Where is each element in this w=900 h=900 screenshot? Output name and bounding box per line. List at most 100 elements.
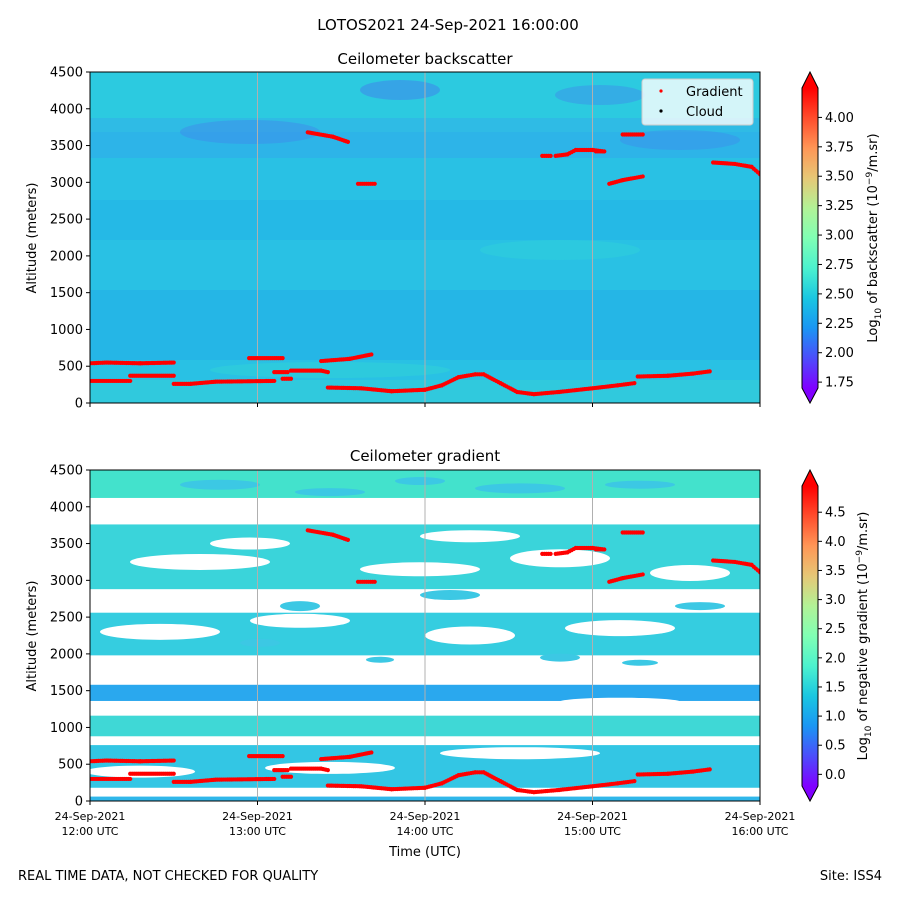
backscatter-colorbar: 1.75 2.00 2.25 2.50 2.75 3.00 3.25 3.50 3.75 4.00… [801, 70, 884, 405]
gradient-gap [440, 747, 600, 760]
gradient-gap [265, 761, 395, 774]
x-tick-date: 24-Sep-2021 [390, 810, 461, 823]
backscatter-gradient-points [90, 130, 760, 397]
colorbar-tick-label: 2.50 [825, 287, 854, 302]
x-tick-time: 16:00 UTC [731, 825, 788, 838]
gradient-blob [295, 488, 365, 497]
gradient-point [707, 369, 712, 374]
legend-cloud-label: Cloud [686, 105, 723, 120]
legend: Gradient Cloud [641, 78, 754, 126]
footer-quality-note: REAL TIME DATA, NOT CHECKED FOR QUALITY [18, 869, 319, 884]
gradient-point [325, 370, 330, 375]
gradient-gap [425, 626, 515, 645]
gradient-colorbar-ticks: 0.0 0.5 1.0 1.5 2.0 2.5 3.0 3.5 4.0 4.5 [818, 506, 846, 783]
colorbar-tick-label: 3.75 [825, 140, 854, 155]
gradient-blob [675, 602, 725, 611]
colorbar-tick-label: 4.00 [825, 111, 854, 126]
gradient-gap [360, 562, 480, 577]
colorbar-tick-label: 3.25 [825, 199, 854, 214]
y-tick-label: 0 [75, 397, 83, 412]
x-tick-time: 12:00 UTC [61, 825, 118, 838]
colorbar-tick-label: 3.00 [825, 229, 854, 244]
gradient-point [171, 373, 176, 378]
backscatter-colorbar-ticks: 1.75 2.00 2.25 2.50 2.75 3.00 3.25 3.50 3.75 4.00 [818, 111, 854, 391]
gradient-colorbar-label: Log10 of negative gradient (10−9/m.sr) [855, 512, 874, 761]
gradient-gap [560, 697, 680, 706]
gradient-hour-gridlines [257, 470, 593, 801]
colorbar-tick-label: 3.5 [825, 564, 846, 579]
gradient-point [345, 537, 351, 542]
gradient-colorbar: 0.0 0.5 1.0 1.5 2.0 2.5 3.0 3.5 4.0 4.5 Log10 of … [801, 468, 874, 803]
gradient-point [602, 149, 607, 154]
gradient-blob [180, 479, 260, 490]
colorbar-tick-label: 2.0 [825, 651, 846, 666]
y-tick-label: 4000 [50, 102, 83, 117]
gradient-point [285, 768, 290, 773]
gradient-blob [395, 477, 445, 486]
legend-box [641, 78, 754, 126]
x-tick-date: 24-Sep-2021 [557, 810, 628, 823]
gradient-point [171, 758, 176, 763]
x-tick-time: 15:00 UTC [564, 825, 621, 838]
backscatter-colorbar-label: Log10 of backscatter (10−9/m.sr) [865, 133, 884, 342]
backscatter-panel: Ceilometer backscatter 0 500 1000 1500 2000 2… [25, 50, 884, 412]
gradient-point [640, 132, 645, 137]
gradient-point [602, 547, 607, 552]
x-tick-date: 24-Sep-2021 [55, 810, 126, 823]
y-tick-label: 1500 [50, 286, 83, 301]
backscatter-ylabel: Altitude (meters) [25, 183, 40, 294]
y-tick-label: 500 [58, 758, 83, 773]
gradient-point [369, 750, 374, 755]
figure-suptitle: LOTOS2021 24-Sep-2021 16:00:00 [317, 16, 579, 34]
gradient-blob [540, 653, 580, 662]
gradient-gap [565, 620, 675, 637]
gradient-point [171, 360, 176, 365]
backscatter-hour-gridlines [257, 72, 593, 403]
gradient-point [128, 776, 133, 782]
y-tick-label: 2000 [50, 249, 83, 264]
backscatter-y-ticks: 0 500 1000 1500 2000 2500 3000 3500 4000 4500 [50, 66, 90, 412]
gradient-ylabel: Altitude (meters) [25, 581, 40, 692]
gradient-gap [540, 594, 660, 611]
gradient-point [288, 774, 294, 779]
gradient-title: Ceilometer gradient [350, 447, 500, 465]
legend-gradient-label: Gradient [686, 85, 743, 100]
colorbar-tick-label: 3.0 [825, 593, 846, 608]
footer-site: Site: ISS4 [819, 869, 882, 884]
gradient-point [280, 356, 285, 361]
gradient-blob [366, 656, 394, 663]
gradient-blob [280, 601, 320, 612]
y-tick-label: 3500 [50, 537, 83, 552]
colorbar-tick-label: 2.00 [825, 346, 854, 361]
backscatter-title: Ceilometer backscatter [337, 50, 513, 68]
x-tick-date: 24-Sep-2021 [725, 810, 796, 823]
gradient-gap [650, 564, 730, 581]
gradient-point [272, 776, 277, 782]
colorbar-tick-label: 0.5 [825, 739, 846, 754]
gradient-gap [420, 530, 520, 543]
gradient-point [345, 139, 351, 144]
gradient-gap [250, 613, 350, 628]
y-tick-label: 2500 [50, 213, 83, 228]
y-tick-label: 2000 [50, 647, 83, 662]
gradient-blob [605, 480, 675, 489]
gradient-x-ticks: 24-Sep-2021 12:00 UTC 24-Sep-2021 13:00 UTC… [55, 801, 796, 838]
x-tick-time: 14:00 UTC [396, 825, 453, 838]
colorbar-tick-label: 1.5 [825, 680, 846, 695]
gradient-gap [510, 549, 610, 568]
gradient-point [288, 376, 294, 381]
y-tick-label: 2500 [50, 611, 83, 626]
colorbar-tick-label: 0.0 [825, 768, 846, 783]
colorbar-tick-label: 1.0 [825, 710, 846, 725]
gradient-point [128, 378, 133, 384]
x-tick-time: 13:00 UTC [229, 825, 286, 838]
colorbar-tick-label: 4.5 [825, 506, 846, 521]
gradient-point [707, 767, 712, 772]
gradient-blob [475, 483, 565, 494]
y-tick-label: 3000 [50, 176, 83, 191]
gradient-point [640, 174, 645, 179]
legend-gradient-marker [659, 89, 663, 93]
gradient-point [285, 370, 290, 375]
colorbar-tick-label: 2.75 [825, 258, 854, 273]
gradient-gap [130, 553, 270, 570]
